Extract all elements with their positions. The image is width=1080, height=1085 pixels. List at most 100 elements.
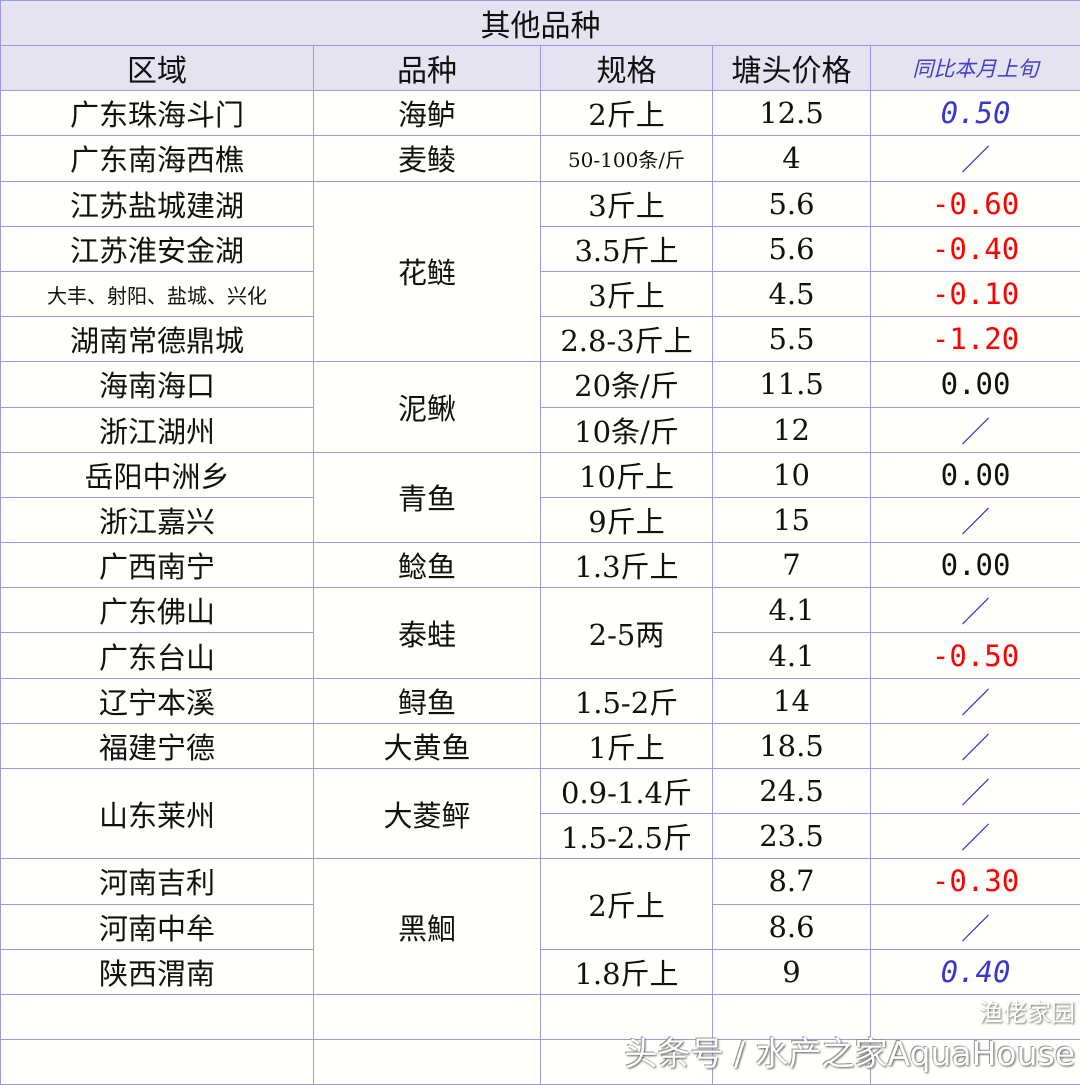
cell-species: 鲟鱼 [313,677,541,724]
cell-region: 河南中牟 [0,903,314,950]
cell-species: 泥鳅 [313,361,541,453]
cell-price: 12.5 [712,90,871,137]
cell-change: -1.20 [869,316,1080,363]
cell-species [313,1039,541,1085]
table-row [0,993,1080,1041]
table-row: 河南中牟 8.6 ／ [0,903,1080,950]
cell-spec: 2斤上 [540,90,713,137]
cell-region: 山东莱州 [0,767,314,860]
table-row: 山东莱州 大菱鲆 0.9-1.4斤 24.5 ／ [0,767,1080,860]
cell-region: 辽宁本溪 [0,677,314,724]
cell-species: 大黄鱼 [313,722,541,770]
cell-price: 4.5 [712,270,871,318]
table-row: 浙江湖州 10条/斤 12 ／ [0,406,1080,453]
cell-species: 黑鮰 [313,858,541,995]
cell-region: 广东佛山 [0,587,314,634]
cell-spec: 0.9-1.4斤 [540,767,713,815]
cell-change: -0.50 [869,632,1080,679]
cell-price: 7 [712,542,871,589]
table-row: 岳阳中洲乡 青鱼 10斤上 10 0.00 [0,451,1080,544]
cell-change: -0.40 [869,225,1080,272]
cell-species: 大菱鲆 [313,767,541,860]
cell-spec: 2-5两 [540,587,713,679]
cell-species [313,993,541,1041]
cell-change: ／ [869,135,1080,182]
table-row: 福建宁德 大黄鱼 1斤上 18.5 ／ [0,722,1080,770]
cell-spec: 3斤上 [540,180,713,227]
table-row [0,1039,1080,1085]
table-title: 其他品种 [0,0,1080,46]
cell-change: ／ [869,677,1080,724]
cell-spec [540,1039,713,1085]
cell-price: 5.6 [712,180,871,227]
cell-region: 江苏淮安金湖 [0,225,314,272]
table-row: 大丰、射阳、盐城、兴化 3斤上 4.5 -0.10 [0,270,1080,318]
cell-price: 4 [712,135,871,182]
cell-region: 大丰、射阳、盐城、兴化 [0,270,314,318]
table-row: 广西南宁 鲶鱼 1.3斤上 7 0.00 [0,542,1080,589]
table-row: 湖南常德鼎城 2.8-3斤上 5.5 -1.20 [0,316,1080,363]
table-row: 广东佛山 泰蛙 2-5两 4.1 ／ [0,587,1080,679]
header-change: 同比本月上旬 [869,44,1080,92]
cell-price: 10 [712,451,871,498]
cell-region: 广东台山 [0,632,314,679]
cell-spec: 50-100条/斤 [540,135,713,182]
cell-change: -0.10 [869,270,1080,318]
table-row: 河南吉利 黑鮰 2斤上 8.7 -0.30 [0,858,1080,995]
cell-change: -0.60 [869,180,1080,227]
cell-region: 广西南宁 [0,542,314,589]
cell-price: 5.5 [712,316,871,363]
table-row: 海南海口 泥鳅 20条/斤 11.5 0.00 [0,361,1080,453]
table-row: 广东台山 4.1 -0.50 [0,632,1080,679]
cell-price [712,993,871,1041]
cell-species: 海鲈 [313,90,541,137]
cell-price: 4.1 [712,587,871,634]
cell-spec: 2斤上 [540,858,713,950]
cell-price: 11.5 [712,361,871,408]
cell-region: 江苏盐城建湖 [0,180,314,227]
cell-region: 福建宁德 [0,722,314,770]
cell-region: 河南吉利 [0,858,314,905]
cell-spec: 9斤上 [540,496,713,544]
cell-price: 5.6 [712,225,871,272]
cell-region: 浙江湖州 [0,406,314,453]
cell-price: 23.5 [712,813,871,860]
cell-price [712,1039,871,1085]
table-row: 辽宁本溪 鲟鱼 1.5-2斤 14 ／ [0,677,1080,724]
cell-change [869,1039,1080,1085]
cell-change: ／ [869,903,1080,950]
cell-spec: 1.8斤上 [540,948,713,995]
header-price: 塘头价格 [712,44,871,92]
cell-spec: 10斤上 [540,451,713,498]
cell-region [0,993,314,1041]
table-row: 1.5-2.5斤 23.5 ／ [1,813,1080,860]
table-row: 广东珠海斗门 海鲈 2斤上 12.5 0.50 [0,90,1080,137]
cell-price: 12 [712,406,871,453]
cell-region: 海南海口 [0,361,314,408]
cell-spec: 1.5-2.5斤 [540,813,713,860]
cell-species: 花鲢 [313,180,541,363]
cell-spec [540,993,713,1041]
cell-price: 15 [712,496,871,544]
cell-change: 0.00 [869,451,1080,498]
cell-price: 4.1 [712,632,871,679]
cell-change: 0.50 [869,90,1080,137]
cell-species: 青鱼 [313,451,541,544]
cell-spec: 3斤上 [540,270,713,318]
cell-price: 8.6 [712,903,871,950]
table-row: 江苏淮安金湖 3.5斤上 5.6 -0.40 [0,225,1080,272]
cell-change: 0.40 [869,948,1080,995]
cell-region: 广东南海西樵 [0,135,314,182]
header-species: 品种 [313,44,541,92]
cell-species: 麦鲮 [313,135,541,182]
cell-price: 8.7 [712,858,871,905]
table-row: 江苏盐城建湖 花鲢 3斤上 5.6 -0.60 [0,180,1080,363]
watermark-logo: 渔佬家园 [979,999,1075,1027]
cell-price: 18.5 [712,722,871,770]
cell-change: ／ [869,496,1080,544]
header-spec: 规格 [540,44,713,92]
cell-price: 14 [712,677,871,724]
cell-spec: 1.3斤上 [540,542,713,589]
table-row: 陕西渭南 1.8斤上 9 0.40 [0,948,1080,995]
